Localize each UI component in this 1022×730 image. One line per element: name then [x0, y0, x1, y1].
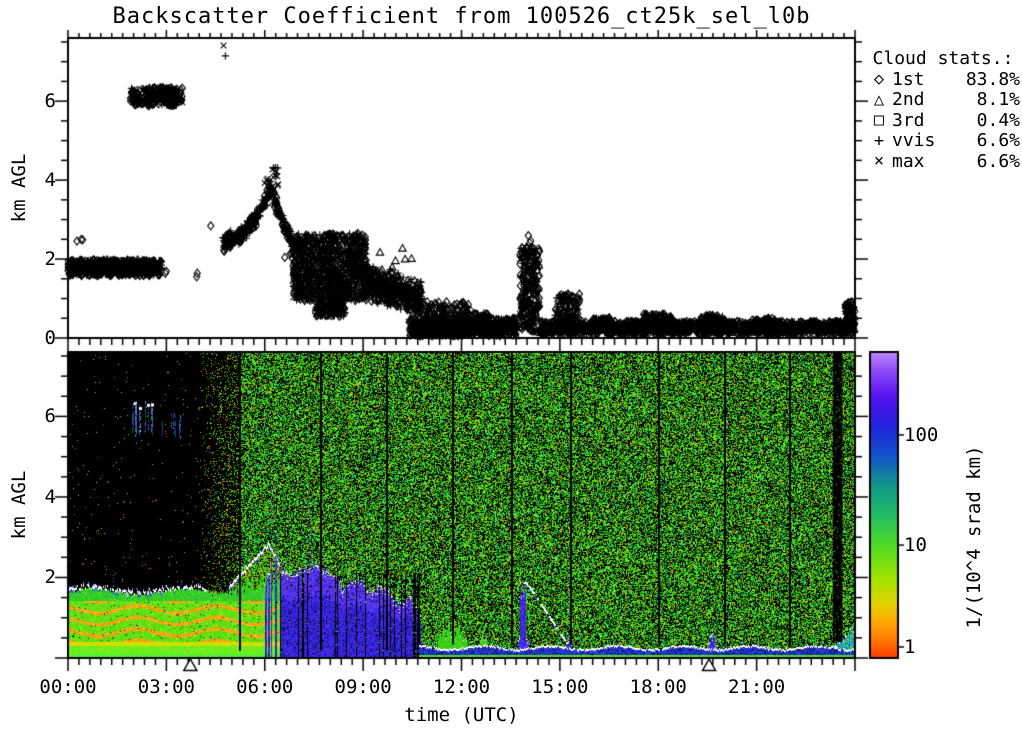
colorbar-tick-label: 100	[904, 423, 939, 446]
triangle-marker-icon: △	[873, 89, 885, 110]
top-y-tick-label: 0	[44, 327, 56, 349]
colorbar-tick-label: 1	[904, 635, 916, 658]
x-tick-label: 21:00	[728, 676, 786, 698]
bottom-y-tick-label: 4	[44, 485, 56, 508]
legend-label: 1st	[892, 68, 925, 90]
legend-entry-vvis: + vvis 6.6%	[866, 130, 1020, 152]
x-tick-label: 15:00	[531, 676, 589, 698]
legend-value: 0.4%	[976, 109, 1020, 131]
square-marker-icon: □	[873, 110, 885, 131]
x-tick-label: 18:00	[629, 676, 687, 698]
legend-title: Cloud stats.:	[872, 48, 1014, 69]
top-y-tick-label: 4	[44, 169, 56, 192]
legend-rows: ◇ 1st 83.8% △ 2nd 8.1% □ 3rd 0.4% + vvis 6.6% × max 6.…	[866, 69, 1020, 172]
legend-label: 3rd	[892, 109, 925, 131]
x-tick-label: 06:00	[236, 676, 294, 698]
plus-marker-icon: +	[873, 130, 885, 151]
top-y-tick-label: 6	[44, 90, 56, 113]
legend-label: 2nd	[892, 89, 925, 111]
top-y-tick-label: 2	[44, 248, 56, 271]
legend-label: vvis	[892, 130, 936, 152]
legend-entry-3rd: □ 3rd 0.4%	[866, 110, 1020, 131]
legend-value: 6.6%	[976, 150, 1020, 172]
chart-title: Backscatter Coefficient from 100526_ct25…	[112, 4, 811, 29]
bottom-y-tick-label: 2	[44, 566, 56, 589]
cloud-stats-legend: Cloud stats.: ◇ 1st 83.8% △ 2nd 8.1% □ 3rd 0.4% +…	[866, 48, 1020, 172]
x-tick-label: 03:00	[137, 676, 195, 698]
colorbar-axis-label: 1/(10^4 srad km)	[963, 445, 985, 629]
x-tick-label: 09:00	[334, 676, 392, 698]
legend-value: 6.6%	[976, 130, 1020, 152]
x-marker-icon: ×	[873, 151, 885, 172]
x-axis-label: time (UTC)	[404, 704, 519, 726]
bottom-y-tick-label: 6	[44, 405, 56, 428]
legend-entry-2nd: △ 2nd 8.1%	[866, 89, 1020, 111]
x-tick-label: 12:00	[432, 676, 491, 698]
legend-label: max	[892, 150, 925, 172]
colorbar-tick-label: 10	[904, 534, 927, 557]
legend-entry-max: × max 6.6%	[866, 151, 1020, 172]
legend-value: 83.8%	[965, 68, 1020, 90]
x-tick-label: 00:00	[39, 676, 97, 698]
legend-entry-1st: ◇ 1st 83.8%	[866, 69, 1020, 90]
legend-value: 8.1%	[976, 89, 1020, 111]
diamond-marker-icon: ◇	[873, 69, 885, 90]
